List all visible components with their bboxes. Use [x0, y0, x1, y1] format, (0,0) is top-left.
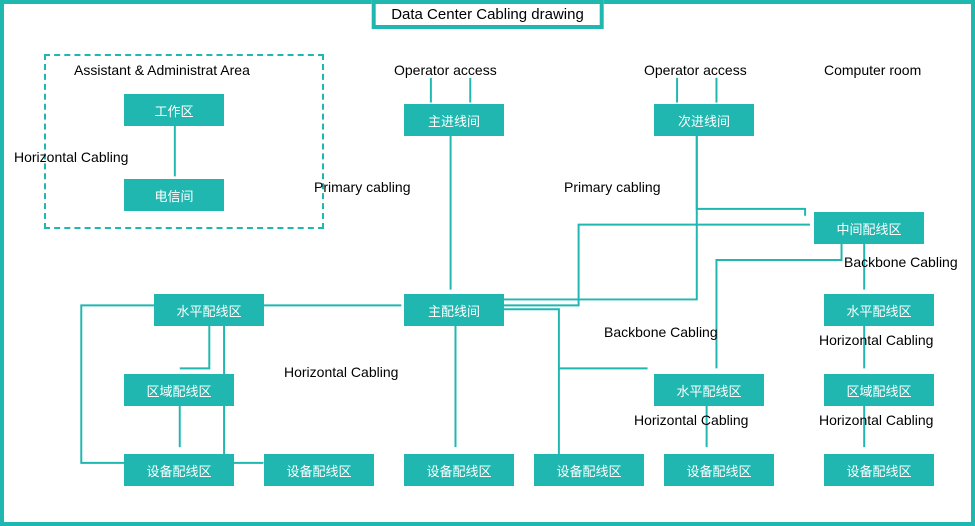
node-dev5: 设备配线区 — [664, 454, 774, 486]
node-tel: 电信间 — [124, 179, 224, 211]
label-10: Horizontal Cabling — [634, 412, 748, 428]
node-hzR1: 水平配线区 — [654, 374, 764, 406]
node-dev2: 设备配线区 — [264, 454, 374, 486]
edge-8 — [180, 321, 210, 368]
label-2: Operator access — [394, 62, 497, 78]
node-dev3: 设备配线区 — [404, 454, 514, 486]
label-12: Horizontal Cabling — [819, 412, 933, 428]
label-0: Assistant & Administrat Area — [74, 62, 250, 78]
node-dev1: 设备配线区 — [124, 454, 234, 486]
edge-4 — [697, 134, 805, 216]
node-areaL: 区域配线区 — [124, 374, 234, 406]
label-9: Horizontal Cabling — [284, 364, 398, 380]
label-3: Operator access — [644, 62, 747, 78]
edge-2 — [677, 78, 716, 103]
node-hzR2: 水平配线区 — [824, 294, 934, 326]
node-dev4: 设备配线区 — [534, 454, 644, 486]
node-opB: 次进线间 — [654, 104, 754, 136]
diagram-canvas: Data Center Cabling drawing 工作区电信间 主进线间 次进… — [0, 0, 975, 526]
node-hzL: 水平配线区 — [154, 294, 264, 326]
label-11: Horizontal Cabling — [819, 332, 933, 348]
node-main: 主配线间 — [404, 294, 504, 326]
label-6: Primary cabling — [564, 179, 660, 195]
diagram-title: Data Center Cabling drawing — [371, 0, 604, 29]
edge-17 — [716, 240, 841, 368]
node-mid: 中间配线区 — [814, 212, 924, 244]
label-4: Computer room — [824, 62, 921, 78]
label-5: Primary cabling — [314, 179, 410, 195]
edge-5 — [500, 134, 697, 299]
edge-1 — [431, 78, 470, 103]
edge-18 — [500, 225, 810, 306]
node-dev6: 设备配线区 — [824, 454, 934, 486]
label-7: Backbone Cabling — [844, 254, 958, 270]
node-work: 工作区 — [124, 94, 224, 126]
node-areaR: 区域配线区 — [824, 374, 934, 406]
label-8: Backbone Cabling — [604, 324, 718, 340]
label-1: Horizontal Cabling — [14, 149, 128, 165]
node-opA: 主进线间 — [404, 104, 504, 136]
